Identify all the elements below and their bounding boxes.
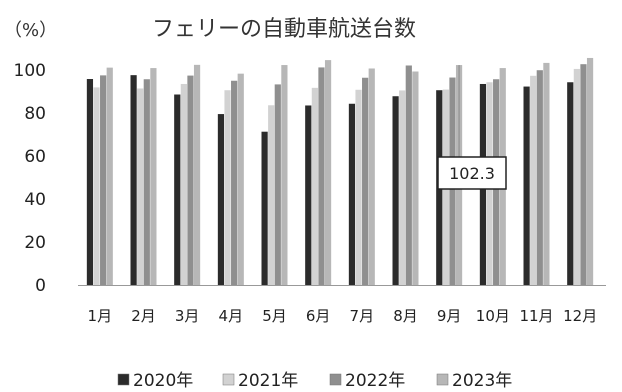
y-tick-label: 20 [24,233,46,253]
callout-label: 102.3 [449,164,495,183]
x-tick-label: 4月 [219,307,244,325]
y-tick-label: 60 [24,147,46,167]
legend: 2020年 2021年 2022年 2023年 [117,371,512,391]
bar-2021年-1月 [93,87,100,285]
x-tick-label: 7月 [350,307,375,325]
bar-2020年-6月 [305,105,312,285]
bar-2020年-12月 [567,82,574,285]
bar-2023年-6月 [324,60,332,285]
bar-2023年-5月 [281,65,288,286]
bar-2021年-4月 [224,90,231,286]
bar-2021年-8月 [399,90,406,285]
y-tick-label: 0 [35,276,46,296]
bar-2021年-6月 [311,87,318,285]
bar-2022年-3月 [187,75,194,285]
bars-group [86,57,594,286]
bar-2020年-8月 [392,96,399,285]
legend-swatch-2020年 [117,373,130,386]
bar-2020年-5月 [261,131,268,285]
bar-2022年-12月 [580,64,587,285]
legend-swatch-2022年 [329,373,342,386]
x-axis: 1月 2月 3月 4月 5月 6月 7月 8月 9月 10月 11月 12月 [78,285,606,325]
bar-2022年-11月 [536,70,543,285]
y-tick-label: 80 [24,104,46,124]
bar-2023年-11月 [543,62,550,285]
bar-2020年-2月 [130,75,137,285]
y-tick-label: 40 [24,190,46,210]
bar-2023年-3月 [193,64,201,285]
x-tick-label: 8月 [393,307,418,325]
x-tick-label: 6月 [306,307,331,325]
bar-2023年-4月 [237,73,244,285]
bar-2021年-5月 [268,105,275,285]
bar-2020年-4月 [217,114,225,285]
bar-2020年-11月 [523,86,530,286]
legend-label: 2022年 [345,371,405,391]
bar-2022年-1月 [100,75,107,285]
unit-label: （%） [4,20,57,41]
y-tick-label: 100 [14,61,46,81]
bar-2020年-7月 [348,103,356,285]
bar-2023年-7月 [368,68,375,286]
x-tick-label: 1月 [88,307,113,325]
callout-box [437,156,507,190]
legend-label: 2020年 [133,371,193,391]
bar-2022年-7月 [362,77,369,286]
bar-2022年-5月 [274,84,281,285]
value-callout: 102.3 [437,65,507,190]
legend-swatch-2021年 [222,373,235,386]
y-axis: 0 20 40 60 80 100 [14,61,46,296]
bar-2022年-2月 [143,79,150,286]
bar-2021年-3月 [180,83,187,285]
legend-label: 2021年 [238,371,298,391]
legend-swatch-2023年 [436,373,449,386]
x-tick-label: 10月 [476,307,510,325]
x-tick-label: 9月 [437,307,462,325]
bar-2023年-1月 [106,67,113,285]
bar-2023年-2月 [150,68,157,285]
chart-title: フェリーの自動車航送台数 [152,17,416,42]
x-tick-label: 12月 [563,307,597,325]
bar-2021年-2月 [137,88,144,286]
x-tick-label: 3月 [175,307,200,325]
x-tick-label: 11月 [519,307,553,325]
bar-2022年-6月 [318,67,325,285]
x-tick-label: 5月 [262,307,287,325]
bar-2023年-8月 [412,71,419,285]
legend-label: 2023年 [452,371,512,391]
bar-2020年-1月 [86,79,94,285]
x-tick-label: 2月 [131,307,156,325]
bar-2021年-12月 [573,68,580,285]
bar-2022年-4月 [231,80,238,285]
bar-2020年-3月 [174,94,181,285]
bar-2022年-8月 [405,65,412,285]
bar-2021年-11月 [530,75,537,286]
bar-2023年-12月 [586,57,594,286]
bar-2021年-7月 [355,89,362,285]
